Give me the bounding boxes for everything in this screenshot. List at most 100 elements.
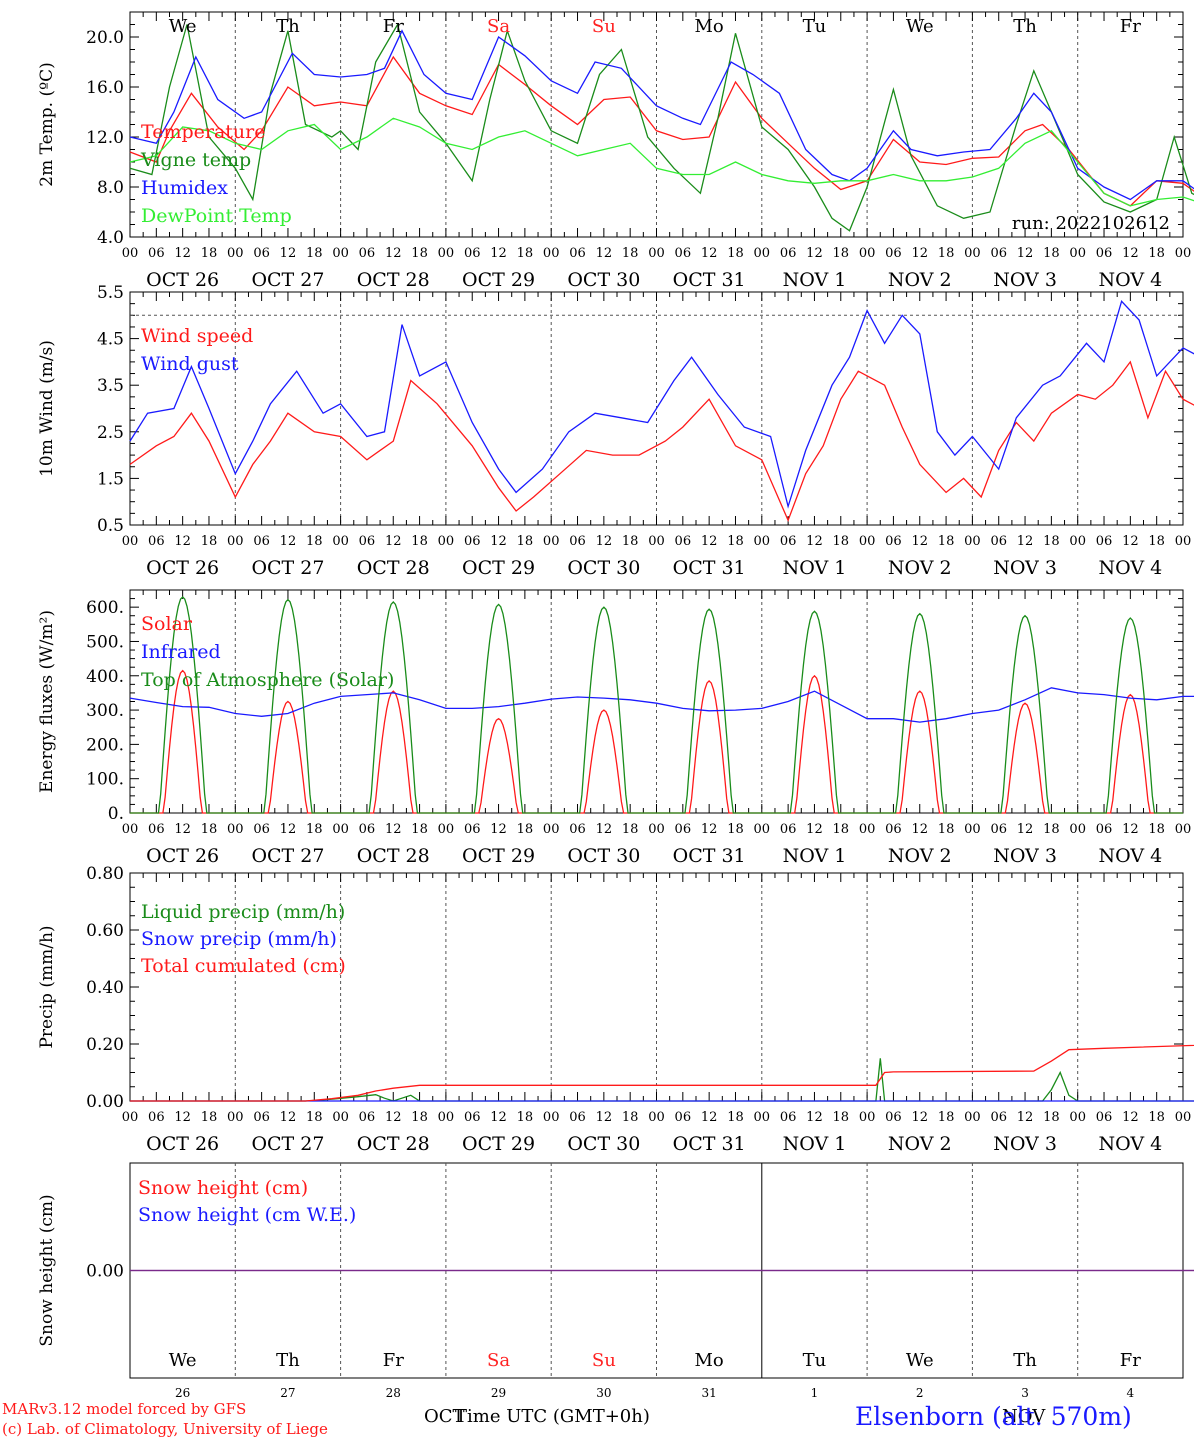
y-tick-label: 2.5 xyxy=(97,423,124,443)
weekday-label: We xyxy=(169,1350,197,1371)
legend-entry: Liquid precip (mm/h) xyxy=(141,901,345,923)
panel-4: 0.00 0.20 0.40 0.60 0.80 Precip (mm/h) Liquid … xyxy=(37,864,1194,1155)
hour-tick-label: 12 xyxy=(174,246,191,261)
hour-tick-label: 06 xyxy=(464,246,481,261)
hour-tick-label: 12 xyxy=(280,822,297,837)
hour-tick-label: 00 xyxy=(1069,246,1086,261)
y-axis-title: Precip (mm/h) xyxy=(37,925,57,1048)
hour-tick-label: 06 xyxy=(990,1110,1007,1125)
y-tick-label: 500. xyxy=(86,632,124,652)
weekday-label: Sa xyxy=(487,16,510,37)
y-tick-label: 0. xyxy=(108,804,124,824)
hour-tick-label: 00 xyxy=(122,1110,139,1125)
weekday-label: Th xyxy=(1013,1350,1037,1371)
y-tick-label: 0.40 xyxy=(86,978,124,998)
date-label: OCT 30 xyxy=(567,845,640,867)
hour-tick-label: 00 xyxy=(332,246,349,261)
hour-tick-label: 18 xyxy=(201,246,218,261)
hour-tick-label: 12 xyxy=(596,246,613,261)
hour-tick-label: 12 xyxy=(911,534,928,549)
panel-2: 0.5 1.5 2.5 3.5 4.5 5.5 10m Wind (m/s) Wind spe… xyxy=(37,283,1194,579)
month-label-nov: NOV xyxy=(1002,1406,1046,1427)
hour-tick-label: 06 xyxy=(1096,534,1113,549)
hour-tick-label: 12 xyxy=(490,534,507,549)
date-label: OCT 30 xyxy=(567,269,640,291)
hour-tick-label: 06 xyxy=(569,246,586,261)
series-line-wind-gust xyxy=(129,300,1194,509)
date-label: OCT 28 xyxy=(357,269,430,291)
hour-tick-label: 18 xyxy=(622,534,639,549)
hour-tick-label: 18 xyxy=(517,822,534,837)
y-axis-title: Snow height (cm) xyxy=(37,1194,57,1346)
hour-tick-label: 12 xyxy=(596,1110,613,1125)
hour-tick-label: 00 xyxy=(964,1110,981,1125)
weekday-label: We xyxy=(906,1350,934,1371)
hour-tick-label: 00 xyxy=(754,1110,771,1125)
hour-tick-label: 00 xyxy=(964,246,981,261)
y-tick-label: 400. xyxy=(86,667,124,687)
date-label: OCT 26 xyxy=(146,557,219,579)
hour-tick-label: 12 xyxy=(596,822,613,837)
hour-tick-label: 18 xyxy=(727,534,744,549)
hour-tick-label: 06 xyxy=(569,822,586,837)
hour-tick-label: 18 xyxy=(306,822,323,837)
hour-tick-label: 00 xyxy=(332,822,349,837)
hour-tick-label: 00 xyxy=(754,822,771,837)
month-label-oct: OCT xyxy=(424,1406,465,1427)
panel-3: 0. 100. 200. 300. 400. 500. 600. Energy fluxes … xyxy=(37,589,1194,867)
legend-entry: Snow height (cm) xyxy=(138,1177,308,1199)
date-label: OCT 31 xyxy=(673,557,746,579)
weekday-label: Su xyxy=(592,1350,616,1371)
plot-frame xyxy=(129,11,1184,238)
legend-entry: Wind gust xyxy=(141,353,239,375)
panel-5: 0.00 Snow height (cm) Snow height (cm) Snow… xyxy=(37,1162,1194,1400)
legend-entry: Total cumulated (cm) xyxy=(141,955,346,977)
hour-tick-label: 06 xyxy=(1096,822,1113,837)
day-number-label: 1 xyxy=(811,1386,819,1400)
hour-tick-label: 18 xyxy=(1043,822,1060,837)
date-label: NOV 4 xyxy=(1098,557,1162,579)
y-tick-label: 1.5 xyxy=(97,469,124,489)
hour-tick-label: 06 xyxy=(885,822,902,837)
weekday-label: Su xyxy=(592,16,616,37)
date-label: NOV 3 xyxy=(993,1133,1057,1155)
weekday-label: Mo xyxy=(695,16,724,37)
date-label: NOV 4 xyxy=(1098,1133,1162,1155)
weekday-label: Tu xyxy=(803,1350,827,1371)
weekday-label: Fr xyxy=(383,1350,404,1371)
hour-tick-label: 18 xyxy=(1148,1110,1165,1125)
hour-tick-label: 06 xyxy=(990,534,1007,549)
hour-tick-label: 06 xyxy=(675,822,692,837)
hour-tick-label: 12 xyxy=(174,534,191,549)
hour-tick-label: 00 xyxy=(1069,1110,1086,1125)
hour-tick-label: 18 xyxy=(411,534,428,549)
y-tick-label: 100. xyxy=(86,770,124,790)
hour-tick-label: 00 xyxy=(1175,1110,1192,1125)
series-line-top-of-atmosphere-solar- xyxy=(130,595,1183,814)
hour-tick-label: 18 xyxy=(938,534,955,549)
y-tick-label: 16.0 xyxy=(86,78,124,98)
y-axis-title: 2m Temp. (ºC) xyxy=(37,62,57,187)
hour-tick-label: 00 xyxy=(964,822,981,837)
hour-tick-label: 12 xyxy=(385,534,402,549)
hour-tick-label: 00 xyxy=(648,822,665,837)
hour-tick-label: 12 xyxy=(1017,534,1034,549)
hour-tick-label: 00 xyxy=(332,534,349,549)
y-tick-label: 8.0 xyxy=(97,178,124,198)
hour-tick-label: 18 xyxy=(411,1110,428,1125)
hour-tick-label: 18 xyxy=(727,1110,744,1125)
y-tick-label: 200. xyxy=(86,735,124,755)
hour-tick-label: 18 xyxy=(833,822,850,837)
hour-tick-label: 06 xyxy=(780,822,797,837)
date-label: NOV 1 xyxy=(783,1133,847,1155)
y-tick-label: 5.5 xyxy=(97,283,124,303)
hour-tick-label: 18 xyxy=(517,534,534,549)
hour-tick-label: 12 xyxy=(385,246,402,261)
hour-tick-label: 18 xyxy=(727,822,744,837)
date-label: OCT 30 xyxy=(567,1133,640,1155)
hour-tick-label: 00 xyxy=(754,534,771,549)
hour-tick-label: 00 xyxy=(543,822,560,837)
hour-tick-label: 06 xyxy=(780,534,797,549)
hour-tick-label: 06 xyxy=(885,246,902,261)
hour-tick-label: 18 xyxy=(833,246,850,261)
